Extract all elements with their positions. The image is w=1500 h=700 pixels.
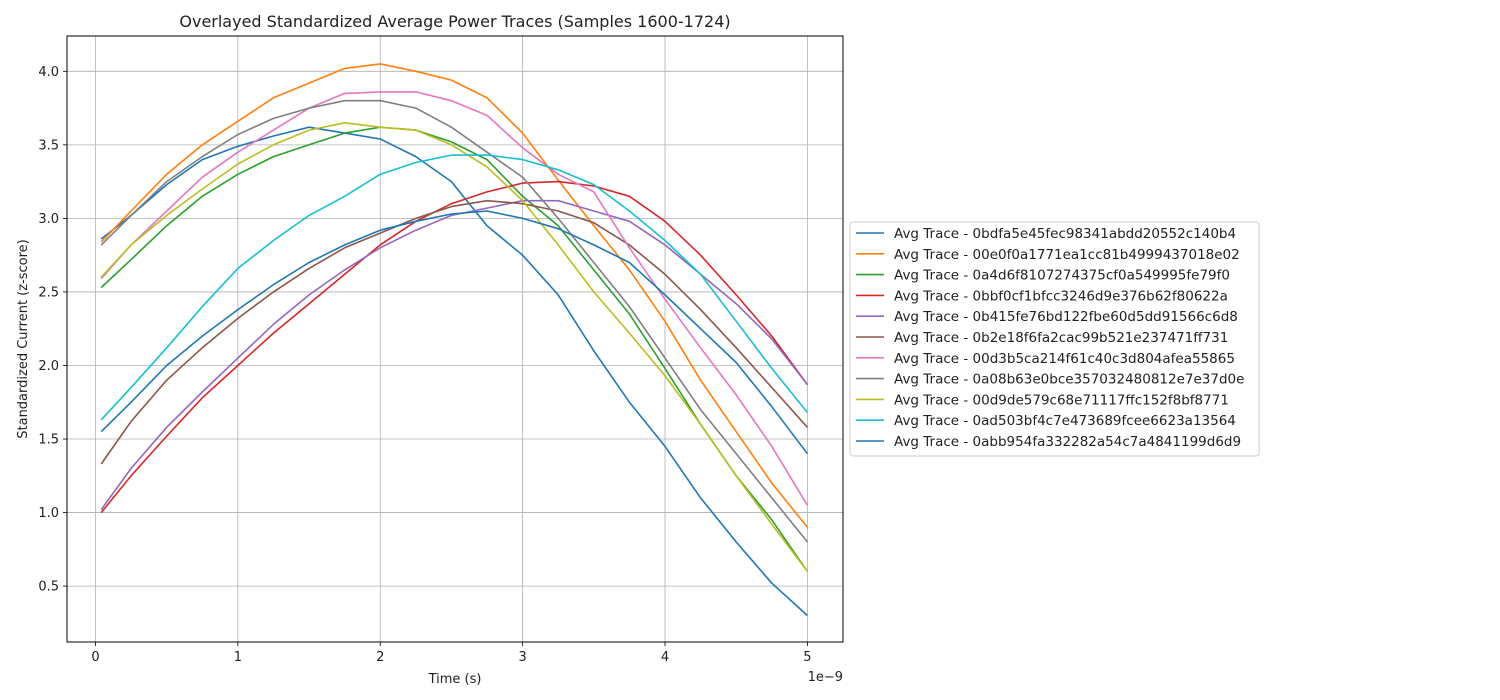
legend-entry: Avg Trace - 0a4d6f8107274375cf0a549995fe… <box>894 268 1230 284</box>
legend-box <box>849 221 1260 457</box>
series-line <box>100 199 809 511</box>
y-tick-label: 3.5 <box>38 138 59 153</box>
series-line <box>100 126 808 617</box>
x-axis-ticks: 0 1 2 3 4 5 <box>91 642 812 665</box>
y-axis-label: Standardized Current (z-score) <box>16 239 31 439</box>
legend-entry: Avg Trace - 00d9de579c68e71117ffc152f8bf… <box>894 392 1229 408</box>
series-line <box>100 122 809 572</box>
legend-entry: Avg Trace - 00d3b5ca214f61c40c3d804afea5… <box>894 351 1235 367</box>
legend-entry: Avg Trace - 0bbf0cf1bfcc3246d9e376b62f80… <box>894 288 1228 304</box>
series-line <box>100 99 809 543</box>
series-line <box>100 154 809 421</box>
legend-entry: Avg Trace - 0bdfa5e45fec98341abdd20552c1… <box>894 226 1236 242</box>
legend-entry: Avg Trace - 0b2e18f6fa2cac99b521e237471f… <box>894 330 1228 346</box>
series-line <box>100 180 809 514</box>
x-tick-label: 4 <box>661 650 669 665</box>
y-tick-label: 4.0 <box>38 65 59 80</box>
series-line <box>100 210 809 455</box>
x-tick-label: 2 <box>376 650 384 665</box>
chart-title: Overlayed Standardized Average Power Tra… <box>179 12 730 31</box>
grid <box>67 36 843 642</box>
legend-entry: Avg Trace - 0abb954fa332282a54c7a4841199… <box>894 434 1241 450</box>
y-tick-label: 2.5 <box>38 285 59 300</box>
legend-entry: Avg Trace - 00e0f0a1771ea1cc81b499943701… <box>894 247 1240 263</box>
series-group <box>100 63 809 617</box>
x-axis-label: Time (s) <box>428 672 482 687</box>
x-tick-label: 3 <box>518 650 526 665</box>
legend-entry: Avg Trace - 0a08b63e0bce357032480812e7e3… <box>894 372 1244 388</box>
x-tick-label: 5 <box>803 650 811 665</box>
y-tick-label: 0.5 <box>38 580 59 595</box>
legend: Avg Trace - 0bdfa5e45fec98341abdd20552c1… <box>849 221 1260 457</box>
series-line <box>100 199 808 465</box>
legend-entry: Avg Trace - 0b415fe76bd122fbe60d5dd91566… <box>894 309 1238 325</box>
x-tick-label: 1 <box>234 650 242 665</box>
x-axis-multiplier: 1e−9 <box>808 670 843 685</box>
y-axis-ticks: 0.5 1.0 1.5 2.0 2.5 3.0 3.5 4.0 <box>38 65 67 595</box>
x-tick-label: 0 <box>91 650 99 665</box>
plot-frame <box>66 35 844 643</box>
series-line <box>100 126 809 572</box>
y-tick-label: 3.0 <box>38 212 59 227</box>
series-line <box>100 63 809 528</box>
y-tick-label: 1.5 <box>38 433 59 448</box>
y-tick-label: 1.0 <box>38 506 59 521</box>
legend-entry: Avg Trace - 0ad503bf4c7e473689fcee6623a1… <box>894 413 1236 429</box>
series-line <box>100 91 809 506</box>
y-tick-label: 2.0 <box>38 359 59 374</box>
